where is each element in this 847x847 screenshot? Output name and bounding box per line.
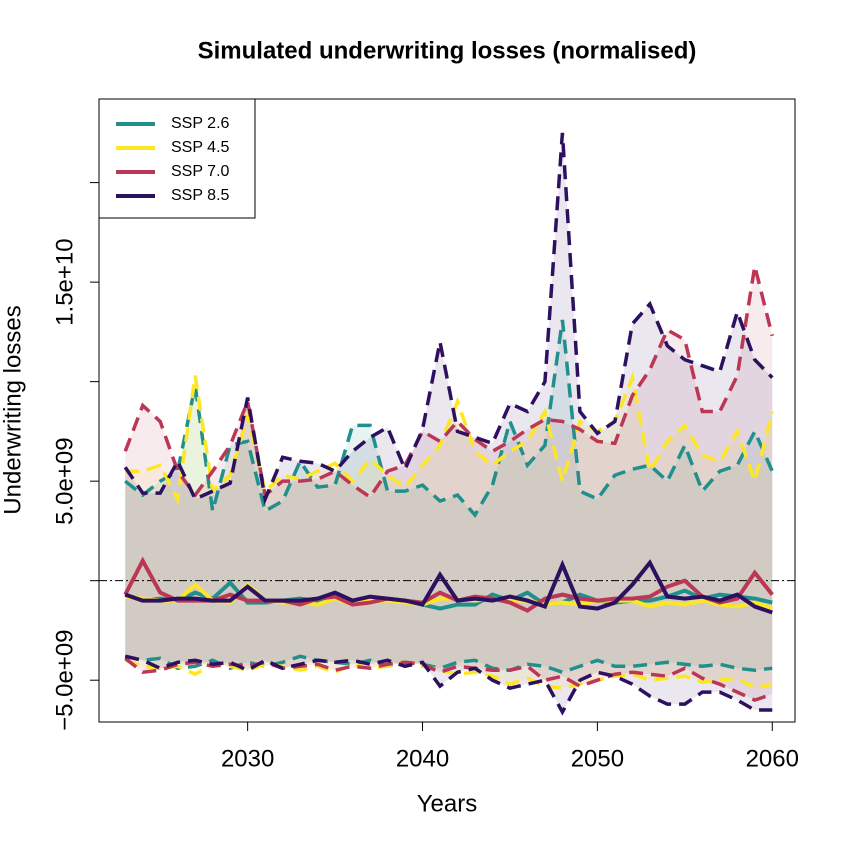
mean-line xyxy=(124,559,773,615)
band xyxy=(125,319,773,673)
legend-label: SSP 2.6 xyxy=(171,115,230,132)
plot-frame xyxy=(98,98,796,723)
chart-title: Simulated underwriting losses (normalise… xyxy=(198,37,697,64)
bound-line xyxy=(123,265,774,500)
legend-label: SSP 7.0 xyxy=(171,163,230,180)
x-tick-label: 2030 xyxy=(221,745,274,772)
x-tick-label: 2040 xyxy=(396,745,449,772)
x-tick-label: 2050 xyxy=(571,745,624,772)
legend: SSP 2.6 SSP 4.5 SSP 7.0 SSP 8.5 xyxy=(98,98,256,219)
x-axis-label: Years xyxy=(417,790,478,817)
bound-line xyxy=(124,654,773,716)
legend-label: SSP 8.5 xyxy=(171,187,230,204)
legend-label: SSP 4.5 xyxy=(171,139,230,156)
y-tick-label: 1.5e+10 xyxy=(51,238,78,325)
bound-line xyxy=(124,658,773,691)
y-axis-label: Underwriting losses xyxy=(0,305,26,514)
bound-line xyxy=(123,132,774,506)
band xyxy=(125,266,773,701)
y-tick-label: −5.0e+09 xyxy=(51,629,78,730)
band xyxy=(125,375,773,689)
x-tick-label: 2060 xyxy=(746,745,799,772)
y-tick-label: 5.0e+09 xyxy=(51,437,78,524)
bound-line xyxy=(125,371,774,505)
legend-box xyxy=(98,98,256,219)
mean-line xyxy=(124,579,773,611)
plot-area xyxy=(99,132,795,716)
